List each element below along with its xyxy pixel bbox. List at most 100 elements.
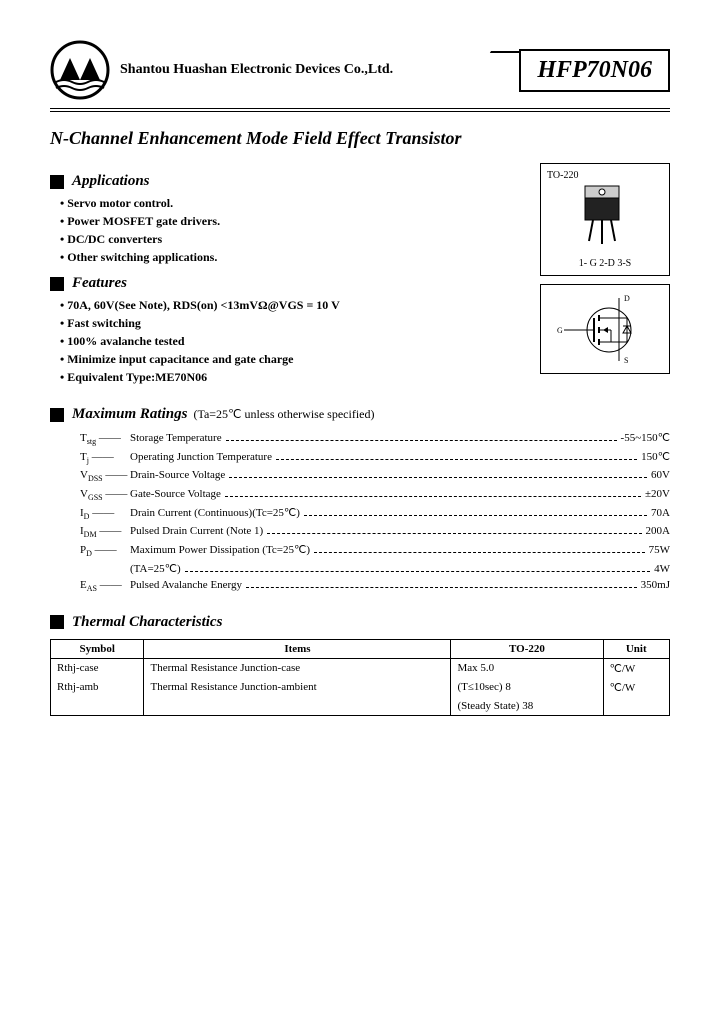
table-cell: Thermal Resistance Junction-case [144, 658, 451, 678]
thermal-heading: Thermal Characteristics [50, 614, 670, 631]
gate-label: G [557, 326, 563, 335]
rating-leader [225, 496, 641, 497]
list-item: 70A, 60V(See Note), RDS(on) <13mVΩ@VGS =… [60, 298, 528, 313]
table-cell [51, 697, 144, 716]
rating-leader [185, 571, 650, 572]
rating-name: Maximum Power Dissipation (Tc=25℃) [130, 543, 310, 556]
part-number: HFP70N06 [519, 49, 670, 92]
applications-list: Servo motor control. Power MOSFET gate d… [60, 196, 528, 265]
rating-symbol: PD —— [80, 544, 130, 558]
package-name: TO-220 [547, 170, 663, 181]
applications-heading: Applications [50, 173, 528, 190]
list-item: 100% avalanche tested [60, 334, 528, 349]
company-name: Shantou Huashan Electronic Devices Co.,L… [120, 62, 519, 78]
to220-package-icon [547, 181, 657, 251]
rating-value: 200A [646, 525, 670, 537]
list-item: DC/DC converters [60, 232, 528, 247]
table-cell: Rthj-amb [51, 678, 144, 697]
table-cell: Rthj-case [51, 658, 144, 678]
rating-name: Drain Current (Continuous)(Tc=25℃) [130, 506, 300, 519]
rating-row: VGSS ——Gate-Source Voltage ±20V [80, 488, 670, 502]
rating-value: -55~150℃ [621, 431, 670, 444]
features-list: 70A, 60V(See Note), RDS(on) <13mVΩ@VGS =… [60, 298, 528, 385]
rating-row: Tj ——Operating Junction Temperature 150℃ [80, 450, 670, 465]
list-item: Servo motor control. [60, 196, 528, 211]
heading-text: Maximum Ratings [72, 406, 187, 423]
table-cell: ℃/W [603, 678, 669, 697]
list-item: Fast switching [60, 316, 528, 331]
rating-leader [229, 477, 647, 478]
rating-row: VDSS ——Drain-Source Voltage 60V [80, 469, 670, 483]
rating-value: ±20V [645, 488, 670, 500]
list-item: Minimize input capacitance and gate char… [60, 352, 528, 367]
package-box: TO-220 1- G 2-D 3-S [540, 163, 670, 276]
source-label: S [624, 356, 628, 365]
rating-symbol: IDM —— [80, 525, 130, 539]
col-unit: Unit [603, 639, 669, 658]
page-title: N-Channel Enhancement Mode Field Effect … [50, 128, 670, 149]
col-to220: TO-220 [451, 639, 603, 658]
rating-symbol: ID —— [80, 507, 130, 521]
rating-value: 4W [654, 563, 670, 575]
list-item: Other switching applications. [60, 250, 528, 265]
rating-symbol: VGSS —— [80, 488, 130, 502]
list-item: Equivalent Type:ME70N06 [60, 370, 528, 385]
symbol-box: D G S [540, 284, 670, 374]
square-bullet-icon [50, 615, 64, 629]
table-row: Rthj-caseThermal Resistance Junction-cas… [51, 658, 670, 678]
heading-text: Features [72, 275, 127, 292]
rating-symbol: EAS —— [80, 579, 130, 593]
rating-leader [314, 552, 645, 553]
rating-row: (TA=25℃) 4W [80, 562, 670, 575]
rating-name: (TA=25℃) [130, 562, 181, 575]
square-bullet-icon [50, 175, 64, 189]
rating-row: EAS ——Pulsed Avalanche Energy 350mJ [80, 579, 670, 593]
list-item: Power MOSFET gate drivers. [60, 214, 528, 229]
pin-labels: 1- G 2-D 3-S [547, 258, 663, 269]
rating-value: 70A [651, 507, 670, 519]
rating-leader [226, 440, 617, 441]
table-cell: (T≤10sec) 8 [451, 678, 603, 697]
max-ratings-heading: Maximum Ratings (Ta=25℃ unless otherwise… [50, 406, 670, 423]
page-header: Shantou Huashan Electronic Devices Co.,L… [50, 40, 670, 112]
col-items: Items [144, 639, 451, 658]
rating-row: IDM ——Pulsed Drain Current (Note 1) 200A [80, 525, 670, 539]
rating-row: PD ——Maximum Power Dissipation (Tc=25℃) 7… [80, 543, 670, 558]
table-cell [603, 697, 669, 716]
rating-name: Gate-Source Voltage [130, 488, 221, 500]
rating-name: Storage Temperature [130, 432, 222, 444]
rating-symbol: VDSS —— [80, 469, 130, 483]
company-logo-icon [50, 40, 110, 100]
square-bullet-icon [50, 277, 64, 291]
drain-label: D [624, 294, 630, 303]
heading-text: Applications [72, 173, 150, 190]
rating-name: Pulsed Avalanche Energy [130, 579, 242, 591]
table-cell: Thermal Resistance Junction-ambient [144, 678, 451, 697]
rating-name: Drain-Source Voltage [130, 469, 225, 481]
heading-text: Thermal Characteristics [72, 614, 222, 631]
rating-value: 60V [651, 469, 670, 481]
table-cell: Max 5.0 [451, 658, 603, 678]
rating-symbol: Tstg —— [80, 432, 130, 446]
left-column: Applications Servo motor control. Power … [50, 163, 528, 388]
mosfet-symbol-icon: D G S [549, 293, 663, 367]
rating-leader [267, 533, 641, 534]
table-header-row: Symbol Items TO-220 Unit [51, 639, 670, 658]
rating-row: Tstg ——Storage Temperature -55~150℃ [80, 431, 670, 446]
right-column: TO-220 1- G 2-D 3-S D G [540, 163, 670, 388]
table-cell: (Steady State) 38 [451, 697, 603, 716]
rating-row: ID ——Drain Current (Continuous)(Tc=25℃) 7… [80, 506, 670, 521]
content-row: Applications Servo motor control. Power … [50, 163, 670, 388]
thermal-table: Symbol Items TO-220 Unit Rthj-caseTherma… [50, 639, 670, 716]
rating-value: 75W [649, 544, 670, 556]
table-cell [144, 697, 451, 716]
rating-name: Pulsed Drain Current (Note 1) [130, 525, 263, 537]
square-bullet-icon [50, 408, 64, 422]
col-symbol: Symbol [51, 639, 144, 658]
table-cell: ℃/W [603, 658, 669, 678]
rating-leader [304, 515, 647, 516]
rating-symbol: Tj —— [80, 451, 130, 465]
rating-name: Operating Junction Temperature [130, 451, 272, 463]
rating-value: 350mJ [641, 579, 670, 591]
rating-value: 150℃ [641, 450, 670, 463]
